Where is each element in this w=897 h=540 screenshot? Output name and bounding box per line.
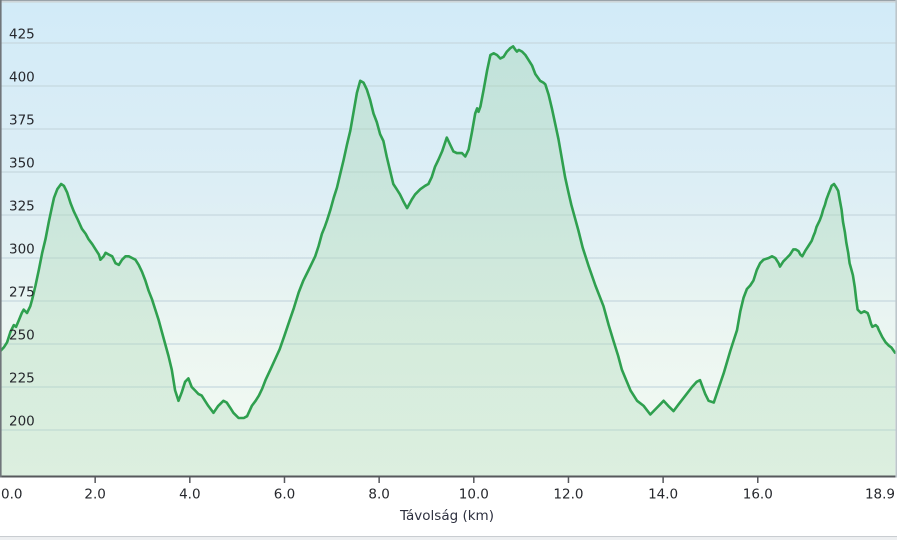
y-axis-label: 200 [9,414,35,430]
x-axis-title: Távolság (km) [399,508,494,524]
x-tick-label: 2.0 [84,487,105,503]
left-border [0,0,2,478]
y-axis-label: 250 [9,328,35,344]
y-axis-label: 275 [9,285,35,301]
right-border [895,0,897,478]
x-tick-label: 14.0 [648,487,678,503]
elevation-area [0,46,895,477]
x-tick-label: 10.0 [459,487,489,503]
y-axis-label: 425 [9,27,35,43]
y-axis-label: 300 [9,242,35,258]
x-tick-label: 6.0 [274,487,295,503]
bottom-divider [0,536,897,538]
x-tick-label: 8.0 [368,487,389,503]
y-axis-label: 400 [9,70,35,86]
y-axis-label: 375 [9,113,35,129]
x-tick-label: 16.0 [743,487,773,503]
y-axis-label: 350 [9,156,35,172]
y-axis-label: 325 [9,199,35,215]
x-tick-label: 4.0 [179,487,200,503]
bottom-strip [0,537,897,540]
x-tick-label: 18.9 [865,487,895,503]
x-tick-label: 12.0 [553,487,583,503]
top-border [0,0,897,2]
elevation-line [0,45,897,420]
x-tick-label: 0.0 [1,487,22,503]
y-axis-label: 225 [9,371,35,387]
top-border-highlight [0,1,897,3]
